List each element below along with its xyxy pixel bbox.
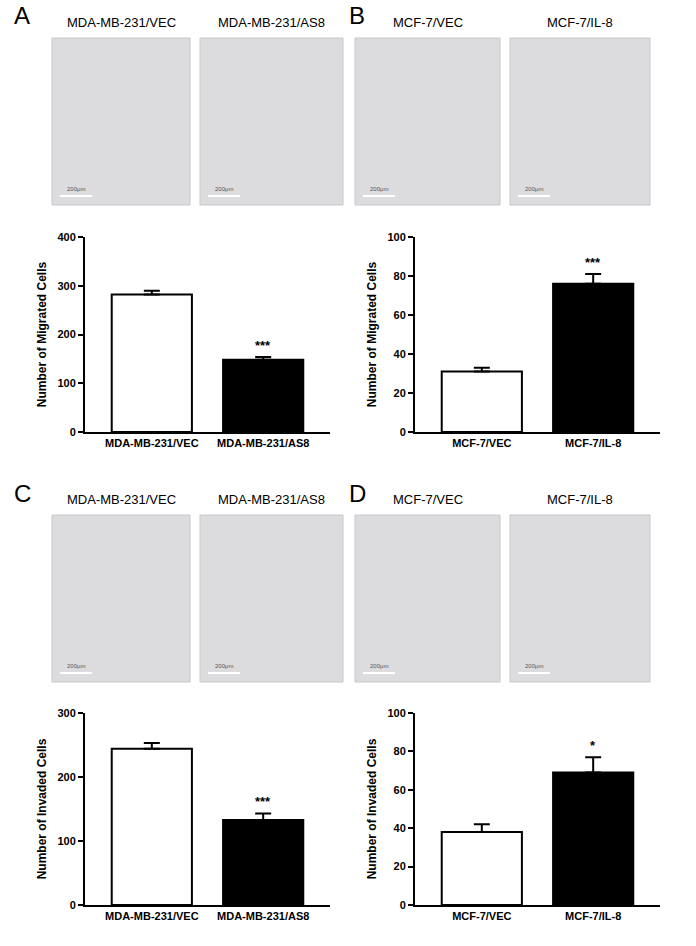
svg-text:MCF-7/VEC: MCF-7/VEC xyxy=(393,492,463,507)
svg-text:300: 300 xyxy=(57,280,75,292)
svg-text:MDA-MB-231/AS8: MDA-MB-231/AS8 xyxy=(217,437,309,449)
svg-text:100: 100 xyxy=(387,231,405,243)
svg-text:A: A xyxy=(14,2,30,29)
svg-text:80: 80 xyxy=(394,745,406,757)
svg-text:***: *** xyxy=(585,255,601,270)
svg-text:200: 200 xyxy=(57,328,75,340)
svg-text:MCF-7/IL-8: MCF-7/IL-8 xyxy=(565,910,621,922)
svg-text:100: 100 xyxy=(57,377,75,389)
svg-text:MDA-MB-231/VEC: MDA-MB-231/VEC xyxy=(105,437,199,449)
svg-text:C: C xyxy=(14,480,31,507)
svg-text:200μm: 200μm xyxy=(370,186,388,192)
svg-text:80: 80 xyxy=(394,270,406,282)
svg-text:200μm: 200μm xyxy=(67,663,85,669)
svg-text:20: 20 xyxy=(394,860,406,872)
svg-text:MDA-MB-231/AS8: MDA-MB-231/AS8 xyxy=(218,15,325,30)
svg-text:60: 60 xyxy=(394,309,406,321)
svg-text:40: 40 xyxy=(394,822,406,834)
svg-text:20: 20 xyxy=(394,387,406,399)
svg-text:MDA-MB-231/VEC: MDA-MB-231/VEC xyxy=(105,910,199,922)
svg-text:D: D xyxy=(349,480,366,507)
svg-text:100: 100 xyxy=(387,707,405,719)
svg-text:MCF-7/VEC: MCF-7/VEC xyxy=(393,15,463,30)
svg-text:MDA-MB-231/AS8: MDA-MB-231/AS8 xyxy=(217,910,309,922)
svg-text:Number of Migrated Cells: Number of Migrated Cells xyxy=(365,262,379,408)
svg-text:***: *** xyxy=(255,794,271,809)
svg-text:200μm: 200μm xyxy=(215,663,233,669)
svg-text:200μm: 200μm xyxy=(525,663,543,669)
svg-text:0: 0 xyxy=(70,426,76,438)
svg-text:MDA-MB-231/VEC: MDA-MB-231/VEC xyxy=(67,15,176,30)
svg-text:MDA-MB-231/VEC: MDA-MB-231/VEC xyxy=(67,492,176,507)
svg-text:MCF-7/VEC: MCF-7/VEC xyxy=(452,910,511,922)
svg-text:B: B xyxy=(349,2,365,29)
svg-text:100: 100 xyxy=(57,835,75,847)
svg-text:200μm: 200μm xyxy=(67,186,85,192)
svg-text:MCF-7/IL-8: MCF-7/IL-8 xyxy=(565,437,621,449)
svg-text:300: 300 xyxy=(57,707,75,719)
svg-text:***: *** xyxy=(255,338,271,353)
svg-text:MCF-7/IL-8: MCF-7/IL-8 xyxy=(547,492,613,507)
svg-text:Number of Migrated Cells: Number of Migrated Cells xyxy=(35,262,49,408)
svg-text:0: 0 xyxy=(400,426,406,438)
svg-text:*: * xyxy=(590,738,596,753)
svg-text:400: 400 xyxy=(57,231,75,243)
svg-text:Number of Invaded Cells: Number of Invaded Cells xyxy=(35,738,49,879)
svg-text:60: 60 xyxy=(394,784,406,796)
svg-text:MDA-MB-231/AS8: MDA-MB-231/AS8 xyxy=(218,492,325,507)
svg-text:200μm: 200μm xyxy=(215,186,233,192)
svg-text:200μm: 200μm xyxy=(525,186,543,192)
svg-text:200μm: 200μm xyxy=(370,663,388,669)
svg-text:MCF-7/VEC: MCF-7/VEC xyxy=(452,437,511,449)
svg-text:0: 0 xyxy=(400,899,406,911)
svg-text:40: 40 xyxy=(394,348,406,360)
svg-text:Number of Invaded Cells: Number of Invaded Cells xyxy=(365,738,379,879)
svg-text:200: 200 xyxy=(57,771,75,783)
svg-text:MCF-7/IL-8: MCF-7/IL-8 xyxy=(547,15,613,30)
svg-text:0: 0 xyxy=(70,899,76,911)
